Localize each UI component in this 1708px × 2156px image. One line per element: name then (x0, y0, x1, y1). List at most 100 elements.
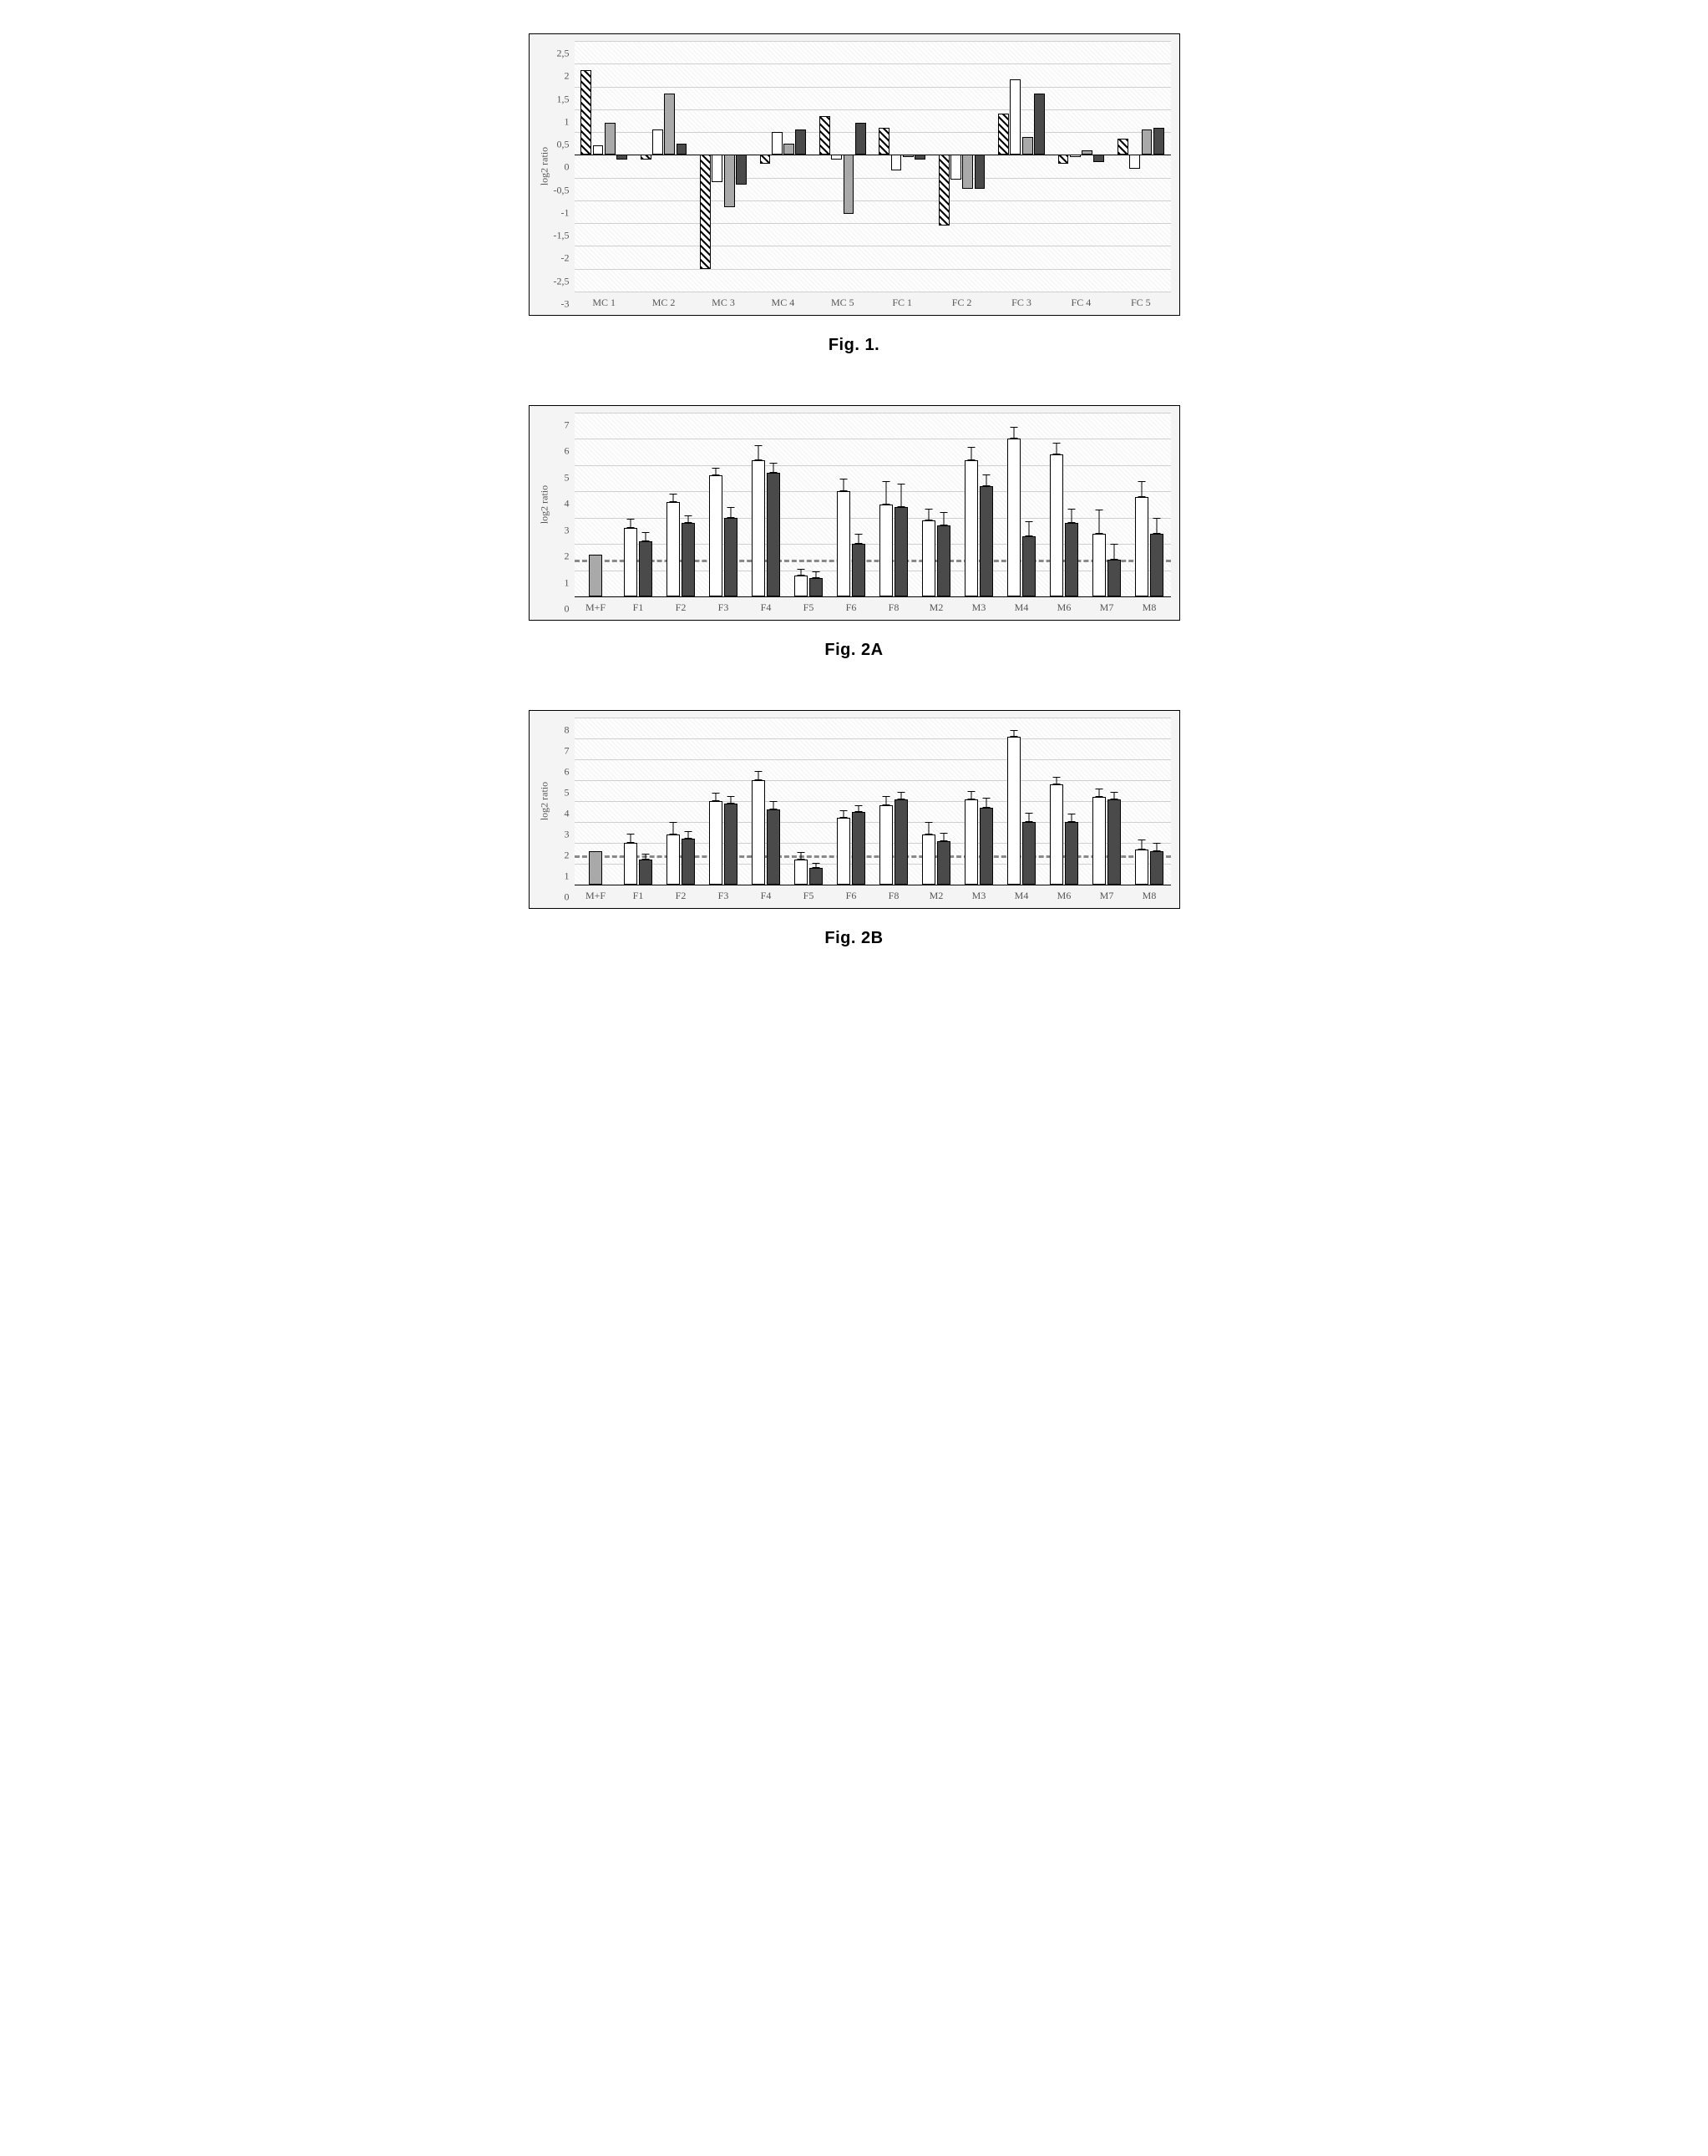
bar (605, 123, 616, 155)
bar (1150, 851, 1163, 885)
bar (794, 576, 807, 596)
gridline (575, 738, 1171, 739)
caption-fig2b: Fig. 2B (529, 929, 1180, 948)
bar (1093, 155, 1104, 161)
y-tick-label: 3 (565, 829, 575, 841)
bar (624, 843, 636, 885)
bar (1142, 129, 1153, 155)
bar (677, 144, 687, 155)
bar (819, 116, 830, 155)
bar (965, 460, 977, 596)
bar (879, 805, 892, 885)
bar (852, 544, 864, 596)
error-bar (716, 793, 717, 801)
y-tick-label: 2 (565, 850, 575, 862)
gridline (575, 596, 1171, 597)
error-bar (1156, 518, 1157, 534)
x-tick-label: F8 (889, 885, 900, 902)
x-tick-label: M6 (1057, 596, 1072, 614)
figure-2b: 012345678log2 ratioM+FF1F2F3F4F5F6F8M2M3… (529, 710, 1180, 948)
x-tick-label: F2 (676, 596, 687, 614)
error-bar (1014, 427, 1015, 439)
x-tick-label: MC 2 (652, 292, 676, 309)
x-tick-label: F5 (803, 885, 814, 902)
bar (915, 155, 925, 159)
error-bar (801, 852, 802, 860)
bar (795, 129, 806, 155)
bar (709, 475, 722, 596)
x-tick-label: M4 (1015, 596, 1029, 614)
y-tick-label: -3 (561, 298, 575, 311)
error-bar (929, 509, 930, 520)
x-tick-label: F6 (846, 885, 857, 902)
error-bar (858, 534, 859, 545)
x-tick-label: F4 (761, 885, 772, 902)
bar (962, 155, 973, 189)
gridline (575, 864, 1171, 865)
error-bar (645, 854, 646, 860)
bar (922, 834, 935, 885)
error-bar (730, 796, 731, 804)
bar (682, 523, 694, 596)
bar (794, 860, 807, 885)
gridline (575, 544, 1171, 545)
x-tick-label: M8 (1143, 596, 1157, 614)
bar (724, 155, 735, 207)
y-tick-label: 1,5 (557, 93, 575, 105)
x-tick-label: M+F (585, 596, 606, 614)
y-tick-label: -2,5 (554, 275, 575, 287)
bar (1153, 128, 1164, 155)
y-tick-label: -1 (561, 206, 575, 219)
gridline (575, 801, 1171, 802)
y-tick-label: 0,5 (557, 139, 575, 151)
bar (1034, 94, 1045, 155)
bar (1092, 534, 1105, 596)
x-tick-label: F2 (676, 885, 687, 902)
bar (879, 128, 889, 155)
error-bar (1099, 789, 1100, 797)
error-bar (815, 571, 816, 578)
bar (682, 839, 694, 885)
x-tick-label: F5 (803, 596, 814, 614)
y-axis-title: log2 ratio (538, 782, 550, 820)
x-tick-label: M8 (1143, 885, 1157, 902)
error-bar (1014, 730, 1015, 737)
bar (903, 155, 914, 157)
y-tick-label: 1 (565, 115, 575, 128)
error-bar (943, 833, 944, 841)
chart-fig2b: 012345678log2 ratioM+FF1F2F3F4F5F6F8M2M3… (529, 710, 1180, 909)
x-tick-label: M4 (1015, 885, 1029, 902)
error-bar (1071, 814, 1072, 822)
bar (939, 155, 950, 226)
bar (1050, 784, 1062, 885)
x-tick-label: M2 (930, 885, 944, 902)
bar (772, 132, 783, 155)
error-bar (1099, 510, 1100, 533)
y-tick-label: 4 (565, 498, 575, 510)
error-bar (943, 512, 944, 525)
bar (593, 145, 604, 155)
error-bar (886, 796, 887, 805)
y-axis-title: log2 ratio (538, 147, 550, 185)
y-tick-label: -2 (561, 252, 575, 265)
bar (760, 155, 771, 164)
bar (831, 155, 842, 159)
bar (1082, 150, 1092, 155)
bar (1050, 454, 1062, 596)
bar (980, 808, 992, 885)
bar (639, 860, 651, 885)
bar (895, 507, 907, 596)
reference-dashline (575, 855, 1171, 858)
x-tick-label: M+F (585, 885, 606, 902)
bar (1150, 534, 1163, 596)
bar (1022, 137, 1033, 155)
x-tick-label: FC 5 (1131, 292, 1151, 309)
y-tick-label: 0 (565, 891, 575, 904)
bar (1022, 822, 1035, 885)
error-bar (858, 805, 859, 812)
x-tick-label: F6 (846, 596, 857, 614)
x-tick-label: FC 1 (892, 292, 912, 309)
x-tick-label: FC 2 (952, 292, 972, 309)
gridline (575, 41, 1171, 42)
bar (1022, 536, 1035, 596)
